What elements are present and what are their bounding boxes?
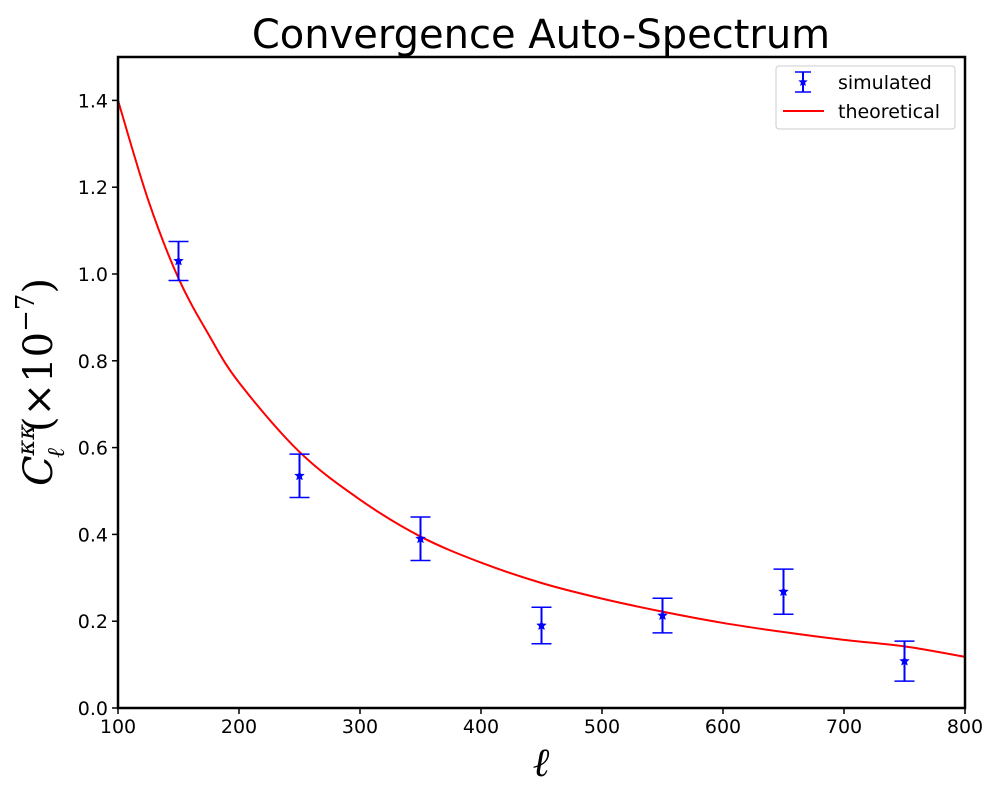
star-marker [899, 655, 910, 666]
simulated-point-250 [289, 453, 310, 499]
legend-star-marker [798, 77, 808, 87]
y-tick-label-0.4: 0.4 [78, 524, 108, 546]
y-tick-label-1: 1.0 [78, 264, 108, 286]
simulated-point-550 [652, 597, 673, 634]
x-tick-label-300: 300 [342, 716, 378, 738]
legend-box [775, 65, 956, 130]
star-marker [294, 470, 305, 481]
theoretical-series [118, 100, 965, 658]
chart-title: Convergence Auto-Spectrum [252, 12, 830, 58]
y-tick-label-1.2: 1.2 [78, 177, 108, 199]
y-tick-label-0: 0.0 [78, 698, 108, 720]
legend-label-theoretical: theoretical [838, 101, 940, 123]
legend: simulated theoretical [775, 65, 956, 130]
plot-frame [116, 55, 967, 710]
star-marker [536, 619, 547, 631]
y-label-suffix: (×10 [16, 332, 62, 432]
x-axis-label: ℓ [533, 740, 550, 786]
star-marker [415, 533, 426, 544]
y-label-superscript: κκ [12, 424, 40, 457]
simulated-series [168, 240, 915, 682]
x-tick-label-700: 700 [826, 716, 862, 738]
y-label-exponent: −7 [11, 294, 41, 332]
simulated-point-450 [531, 606, 552, 645]
star-marker [173, 255, 184, 266]
x-tick-label-400: 400 [463, 716, 499, 738]
simulated-point-150 [168, 240, 189, 282]
axes: 100 200 300 400 500 600 700 800 0.0 0.2 0.4 0.6 0.8 1… [78, 55, 983, 738]
y-label-symbol: C [16, 455, 62, 486]
x-tick-label-100: 100 [100, 716, 136, 738]
star-marker [657, 609, 668, 621]
simulated-point-750 [894, 640, 915, 682]
y-label-subscript: ℓ [42, 448, 70, 458]
y-tick-label-1.4: 1.4 [78, 90, 108, 112]
x-tick-label-600: 600 [705, 716, 741, 738]
x-tick-label-500: 500 [584, 716, 620, 738]
plot-area [118, 100, 965, 682]
simulated-point-650 [773, 568, 794, 616]
theoretical-line [118, 100, 965, 658]
y-axis-label: Cκκℓ (×10−7) [11, 278, 70, 486]
x-tick-label-800: 800 [947, 716, 983, 738]
y-label-close: ) [16, 278, 62, 294]
star-marker [778, 586, 789, 597]
y-tick-label-0.8: 0.8 [78, 351, 108, 373]
y-tick-label-0.2: 0.2 [78, 611, 108, 633]
y-tick-label-0.6: 0.6 [78, 438, 108, 460]
x-tick-label-200: 200 [221, 716, 257, 738]
simulated-point-350 [410, 516, 431, 562]
legend-label-simulated: simulated [838, 72, 932, 94]
